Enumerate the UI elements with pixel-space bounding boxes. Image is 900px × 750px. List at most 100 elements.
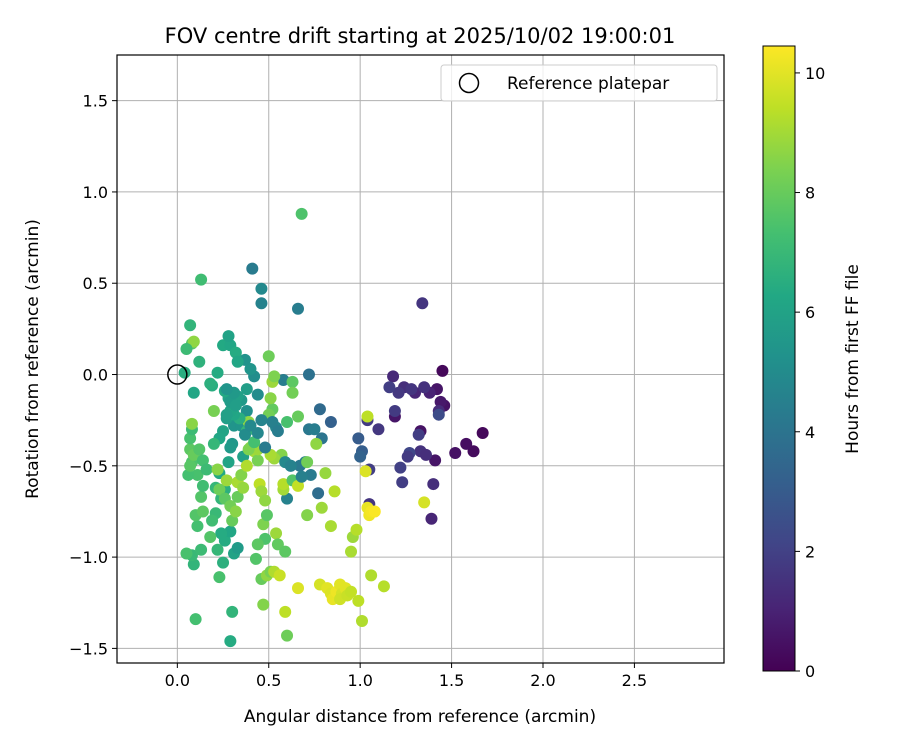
scatter-point bbox=[200, 463, 213, 476]
scatter-points bbox=[178, 207, 489, 648]
colorbar-tick-label: 6 bbox=[805, 303, 815, 322]
scatter-point bbox=[215, 527, 228, 540]
scatter-point bbox=[304, 468, 317, 481]
scatter-point bbox=[427, 478, 440, 491]
scatter-point bbox=[187, 386, 200, 399]
scatter-point bbox=[255, 414, 268, 427]
scatter-point bbox=[279, 605, 292, 618]
scatter-point bbox=[196, 505, 209, 518]
y-tick-label: 0.0 bbox=[83, 366, 108, 385]
scatter-point bbox=[220, 408, 233, 421]
y-axis-label: Rotation from reference (arcmin) bbox=[23, 219, 43, 499]
scatter-point bbox=[251, 538, 264, 551]
chart-title: FOV centre drift starting at 2025/10/02 … bbox=[165, 24, 676, 48]
scatter-point bbox=[425, 512, 438, 525]
scatter-point bbox=[429, 454, 442, 467]
scatter-point bbox=[295, 470, 308, 483]
x-axis-ticks: 0.0 0.5 1.0 1.5 2.0 2.5 bbox=[165, 663, 647, 690]
x-tick-label: 0.5 bbox=[256, 671, 281, 690]
scatter-point bbox=[377, 580, 390, 593]
scatter-point bbox=[271, 425, 284, 438]
y-tick-label: 1.5 bbox=[83, 92, 108, 111]
colorbar-tick-label: 4 bbox=[805, 423, 815, 442]
scatter-point bbox=[418, 381, 431, 394]
scatter-point bbox=[388, 405, 401, 418]
scatter-point bbox=[226, 605, 239, 618]
scatter-point bbox=[319, 467, 332, 480]
scatter-point bbox=[405, 383, 418, 396]
scatter-point bbox=[224, 441, 237, 454]
scatter-point bbox=[308, 423, 321, 436]
scatter-point bbox=[255, 485, 268, 498]
scatter-point bbox=[302, 368, 315, 381]
scatter-point bbox=[193, 443, 206, 456]
scatter-point bbox=[264, 392, 277, 405]
scatter-point bbox=[394, 461, 407, 474]
scatter-point bbox=[246, 262, 259, 275]
scatter-point bbox=[251, 426, 264, 439]
scatter-point bbox=[418, 496, 431, 509]
scatter-point bbox=[345, 585, 358, 598]
scatter-point bbox=[224, 635, 237, 648]
scatter-point bbox=[476, 426, 489, 439]
scatter-point bbox=[238, 428, 251, 441]
grid bbox=[117, 55, 724, 663]
scatter-point bbox=[180, 547, 193, 560]
scatter-point bbox=[312, 487, 325, 500]
scatter-point bbox=[359, 465, 372, 478]
scatter-point bbox=[372, 423, 385, 436]
scatter-point bbox=[189, 613, 202, 626]
scatter-point bbox=[273, 569, 286, 582]
scatter-point bbox=[237, 481, 250, 494]
scatter-point bbox=[354, 450, 367, 463]
x-axis-label: Angular distance from reference (arcmin) bbox=[244, 707, 596, 727]
scatter-point bbox=[295, 207, 308, 220]
scatter-point bbox=[235, 468, 248, 481]
scatter-point bbox=[292, 302, 305, 315]
x-tick-label: 2.0 bbox=[530, 671, 555, 690]
scatter-point bbox=[352, 594, 365, 607]
colorbar-tick-label: 2 bbox=[805, 542, 815, 561]
colorbar-tick-label: 10 bbox=[805, 64, 825, 83]
reference-platepar-marker bbox=[167, 364, 188, 385]
scatter-point bbox=[204, 377, 217, 390]
scatter-point bbox=[184, 319, 197, 332]
y-tick-label: −0.5 bbox=[69, 457, 108, 476]
scatter-point bbox=[222, 456, 235, 469]
x-tick-label: 2.5 bbox=[622, 671, 647, 690]
scatter-point bbox=[449, 447, 462, 460]
scatter-point bbox=[301, 456, 314, 469]
scatter-point bbox=[195, 490, 208, 503]
scatter-point bbox=[213, 571, 226, 584]
scatter-point bbox=[196, 454, 209, 467]
scatter-point bbox=[187, 558, 200, 571]
scatter-point bbox=[259, 494, 272, 507]
colorbar-ticks: 0 2 4 6 8 10 bbox=[795, 64, 825, 681]
scatter-point bbox=[251, 454, 264, 467]
scatter-point bbox=[255, 297, 268, 310]
scatter-point bbox=[432, 408, 445, 421]
scatter-point bbox=[355, 615, 368, 628]
scatter-point bbox=[460, 437, 473, 450]
scatter-point bbox=[401, 450, 414, 463]
scatter-point bbox=[279, 545, 292, 558]
y-tick-label: 0.5 bbox=[83, 274, 108, 293]
scatter-point bbox=[195, 273, 208, 286]
legend-label: Reference platepar bbox=[507, 74, 669, 94]
scatter-point bbox=[193, 355, 206, 368]
scatter-point bbox=[361, 410, 374, 423]
scatter-point bbox=[396, 476, 409, 489]
scatter-point bbox=[249, 552, 262, 565]
scatter-point bbox=[292, 582, 305, 595]
scatter-point bbox=[434, 395, 447, 408]
scatter-point bbox=[383, 381, 396, 394]
y-axis-ticks: −1.5 −1.0 −0.5 0.0 0.5 1.0 1.5 bbox=[69, 92, 117, 658]
scatter-point bbox=[240, 383, 253, 396]
scatter-point bbox=[313, 403, 326, 416]
scatter-point bbox=[281, 415, 294, 428]
scatter-point bbox=[207, 437, 220, 450]
scatter-point bbox=[211, 463, 224, 476]
y-tick-label: 1.0 bbox=[83, 183, 108, 202]
scatter-point bbox=[350, 523, 363, 536]
